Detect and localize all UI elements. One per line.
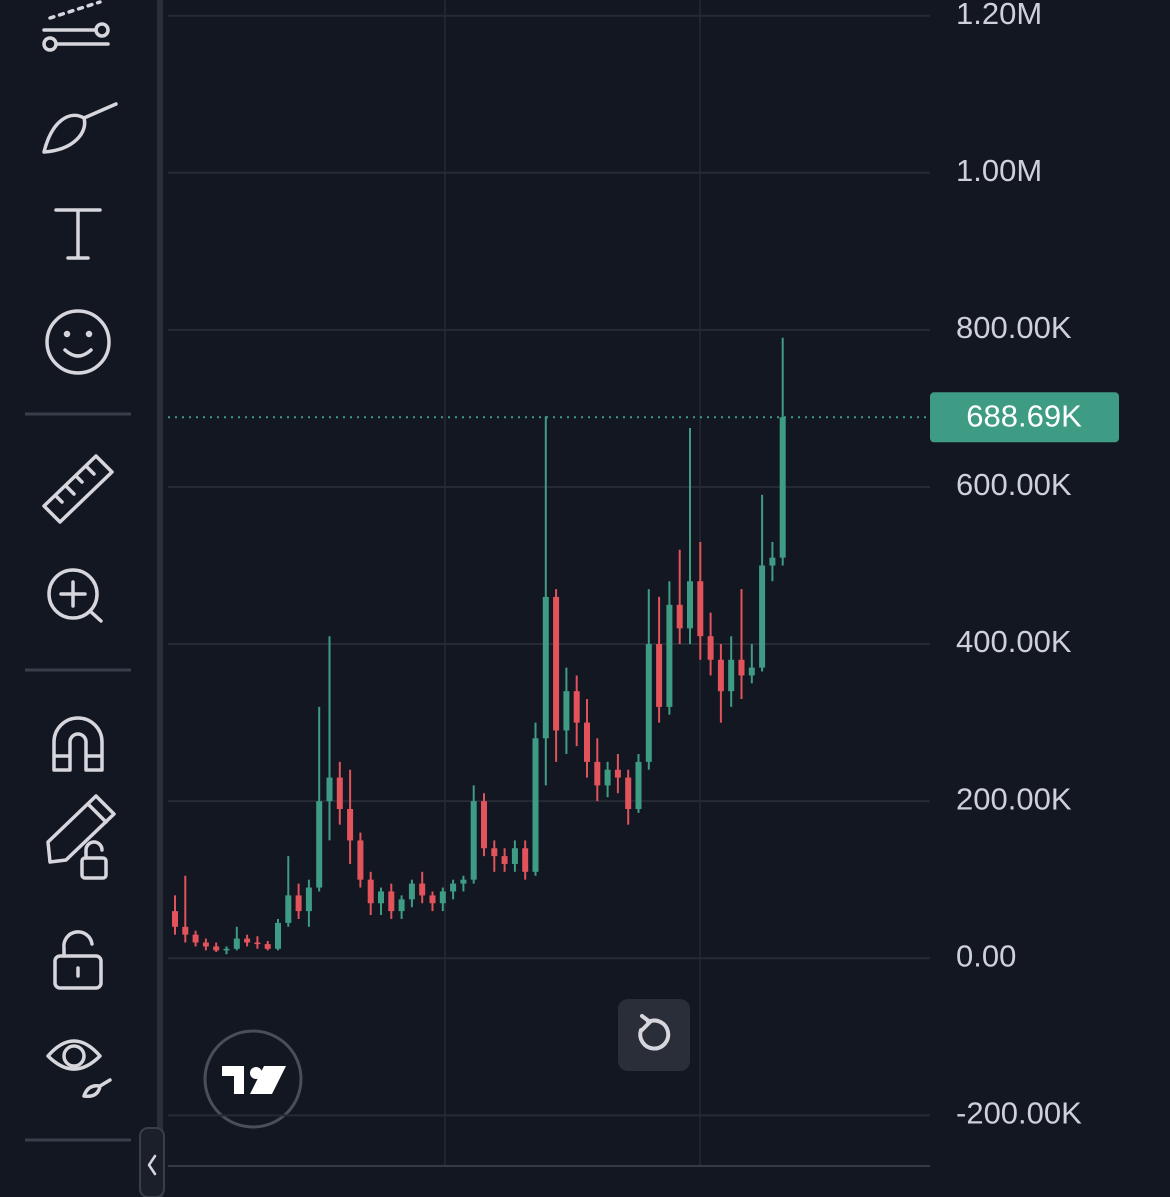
tool-brush[interactable] bbox=[42, 102, 118, 154]
candle-body bbox=[522, 848, 529, 872]
candle-body bbox=[182, 926, 189, 935]
candle-body bbox=[625, 777, 632, 809]
candle-body bbox=[460, 879, 467, 884]
tool-lock[interactable] bbox=[53, 930, 103, 990]
candle-body bbox=[532, 738, 539, 872]
candle-body bbox=[419, 883, 426, 896]
y-tick-label: 800.00K bbox=[956, 310, 1072, 345]
candle-body bbox=[223, 948, 230, 951]
tool-eye[interactable] bbox=[46, 1039, 112, 1099]
candle-body bbox=[367, 879, 374, 904]
candle-body bbox=[254, 942, 261, 945]
candle-body bbox=[491, 848, 498, 857]
candle-body bbox=[717, 659, 724, 692]
candle-body bbox=[748, 667, 755, 676]
candle-body bbox=[244, 938, 251, 943]
candle-body bbox=[769, 557, 776, 566]
candle-body bbox=[707, 636, 714, 660]
candle-body bbox=[233, 938, 240, 949]
candle-body bbox=[398, 899, 405, 912]
candle-body bbox=[542, 596, 549, 739]
last-price-label: 688.69K bbox=[966, 398, 1082, 433]
candle-body bbox=[264, 944, 271, 949]
y-tick-label: 1.00M bbox=[956, 153, 1042, 188]
candle-body bbox=[584, 722, 590, 762]
y-tick-label: 400.00K bbox=[956, 624, 1072, 659]
candle-body bbox=[687, 581, 693, 629]
candle-body bbox=[347, 808, 354, 841]
tv-logo[interactable] bbox=[203, 1029, 303, 1129]
candle-body bbox=[275, 922, 281, 949]
tool-lock-drawings[interactable] bbox=[46, 794, 116, 880]
tool-lines[interactable] bbox=[42, 0, 110, 52]
candle-body bbox=[614, 769, 621, 778]
candle-body bbox=[759, 565, 766, 668]
y-tick-label: -200.00K bbox=[956, 1096, 1082, 1131]
candle-body bbox=[470, 801, 477, 880]
y-tick-label: 0.00 bbox=[956, 938, 1016, 973]
candle-body bbox=[604, 769, 611, 786]
candle-body bbox=[594, 761, 601, 786]
candle-body bbox=[439, 891, 446, 904]
candle-body bbox=[408, 883, 415, 900]
candle-body bbox=[388, 891, 395, 912]
candle-body bbox=[635, 761, 642, 809]
candle-body bbox=[357, 840, 364, 880]
candle-body bbox=[553, 596, 560, 731]
candle-body bbox=[501, 856, 508, 864]
candle-body bbox=[656, 644, 663, 707]
candle-body bbox=[285, 895, 292, 923]
candle-body bbox=[429, 895, 436, 904]
reset-button[interactable] bbox=[618, 999, 690, 1071]
tool-magnet[interactable] bbox=[52, 716, 104, 772]
tool-zoom[interactable] bbox=[47, 568, 103, 623]
toolbar bbox=[25, 0, 165, 1197]
candle-body bbox=[213, 946, 220, 951]
y-tick-label: 1.20M bbox=[956, 0, 1042, 31]
candle-body bbox=[697, 581, 704, 637]
y-tick-label: 600.00K bbox=[956, 467, 1072, 502]
candle-body bbox=[511, 848, 518, 864]
candle-body bbox=[172, 911, 178, 927]
candle-body bbox=[573, 691, 580, 723]
candle-body bbox=[295, 895, 302, 912]
candle-body bbox=[450, 883, 457, 892]
tool-ruler[interactable] bbox=[42, 454, 114, 524]
candle-body bbox=[563, 691, 570, 731]
candle-body bbox=[645, 644, 652, 762]
candle-body bbox=[202, 942, 209, 947]
tool-text[interactable] bbox=[54, 208, 102, 260]
candle-body bbox=[336, 777, 343, 809]
candle-body bbox=[738, 659, 745, 676]
last-price-box bbox=[930, 392, 1119, 443]
candle-body bbox=[326, 777, 333, 802]
candle-body bbox=[192, 934, 199, 943]
candle-body bbox=[316, 801, 323, 888]
candle-body bbox=[728, 659, 735, 692]
candle-body bbox=[305, 887, 312, 912]
candle-body bbox=[676, 604, 683, 629]
candle-body bbox=[666, 604, 673, 707]
candle-body bbox=[779, 417, 786, 558]
tool-emoji[interactable] bbox=[45, 309, 111, 375]
candle-body bbox=[481, 801, 487, 849]
collapse-arrow bbox=[147, 1154, 157, 1176]
candle-body bbox=[378, 891, 384, 904]
y-tick-label: 200.00K bbox=[956, 781, 1072, 816]
